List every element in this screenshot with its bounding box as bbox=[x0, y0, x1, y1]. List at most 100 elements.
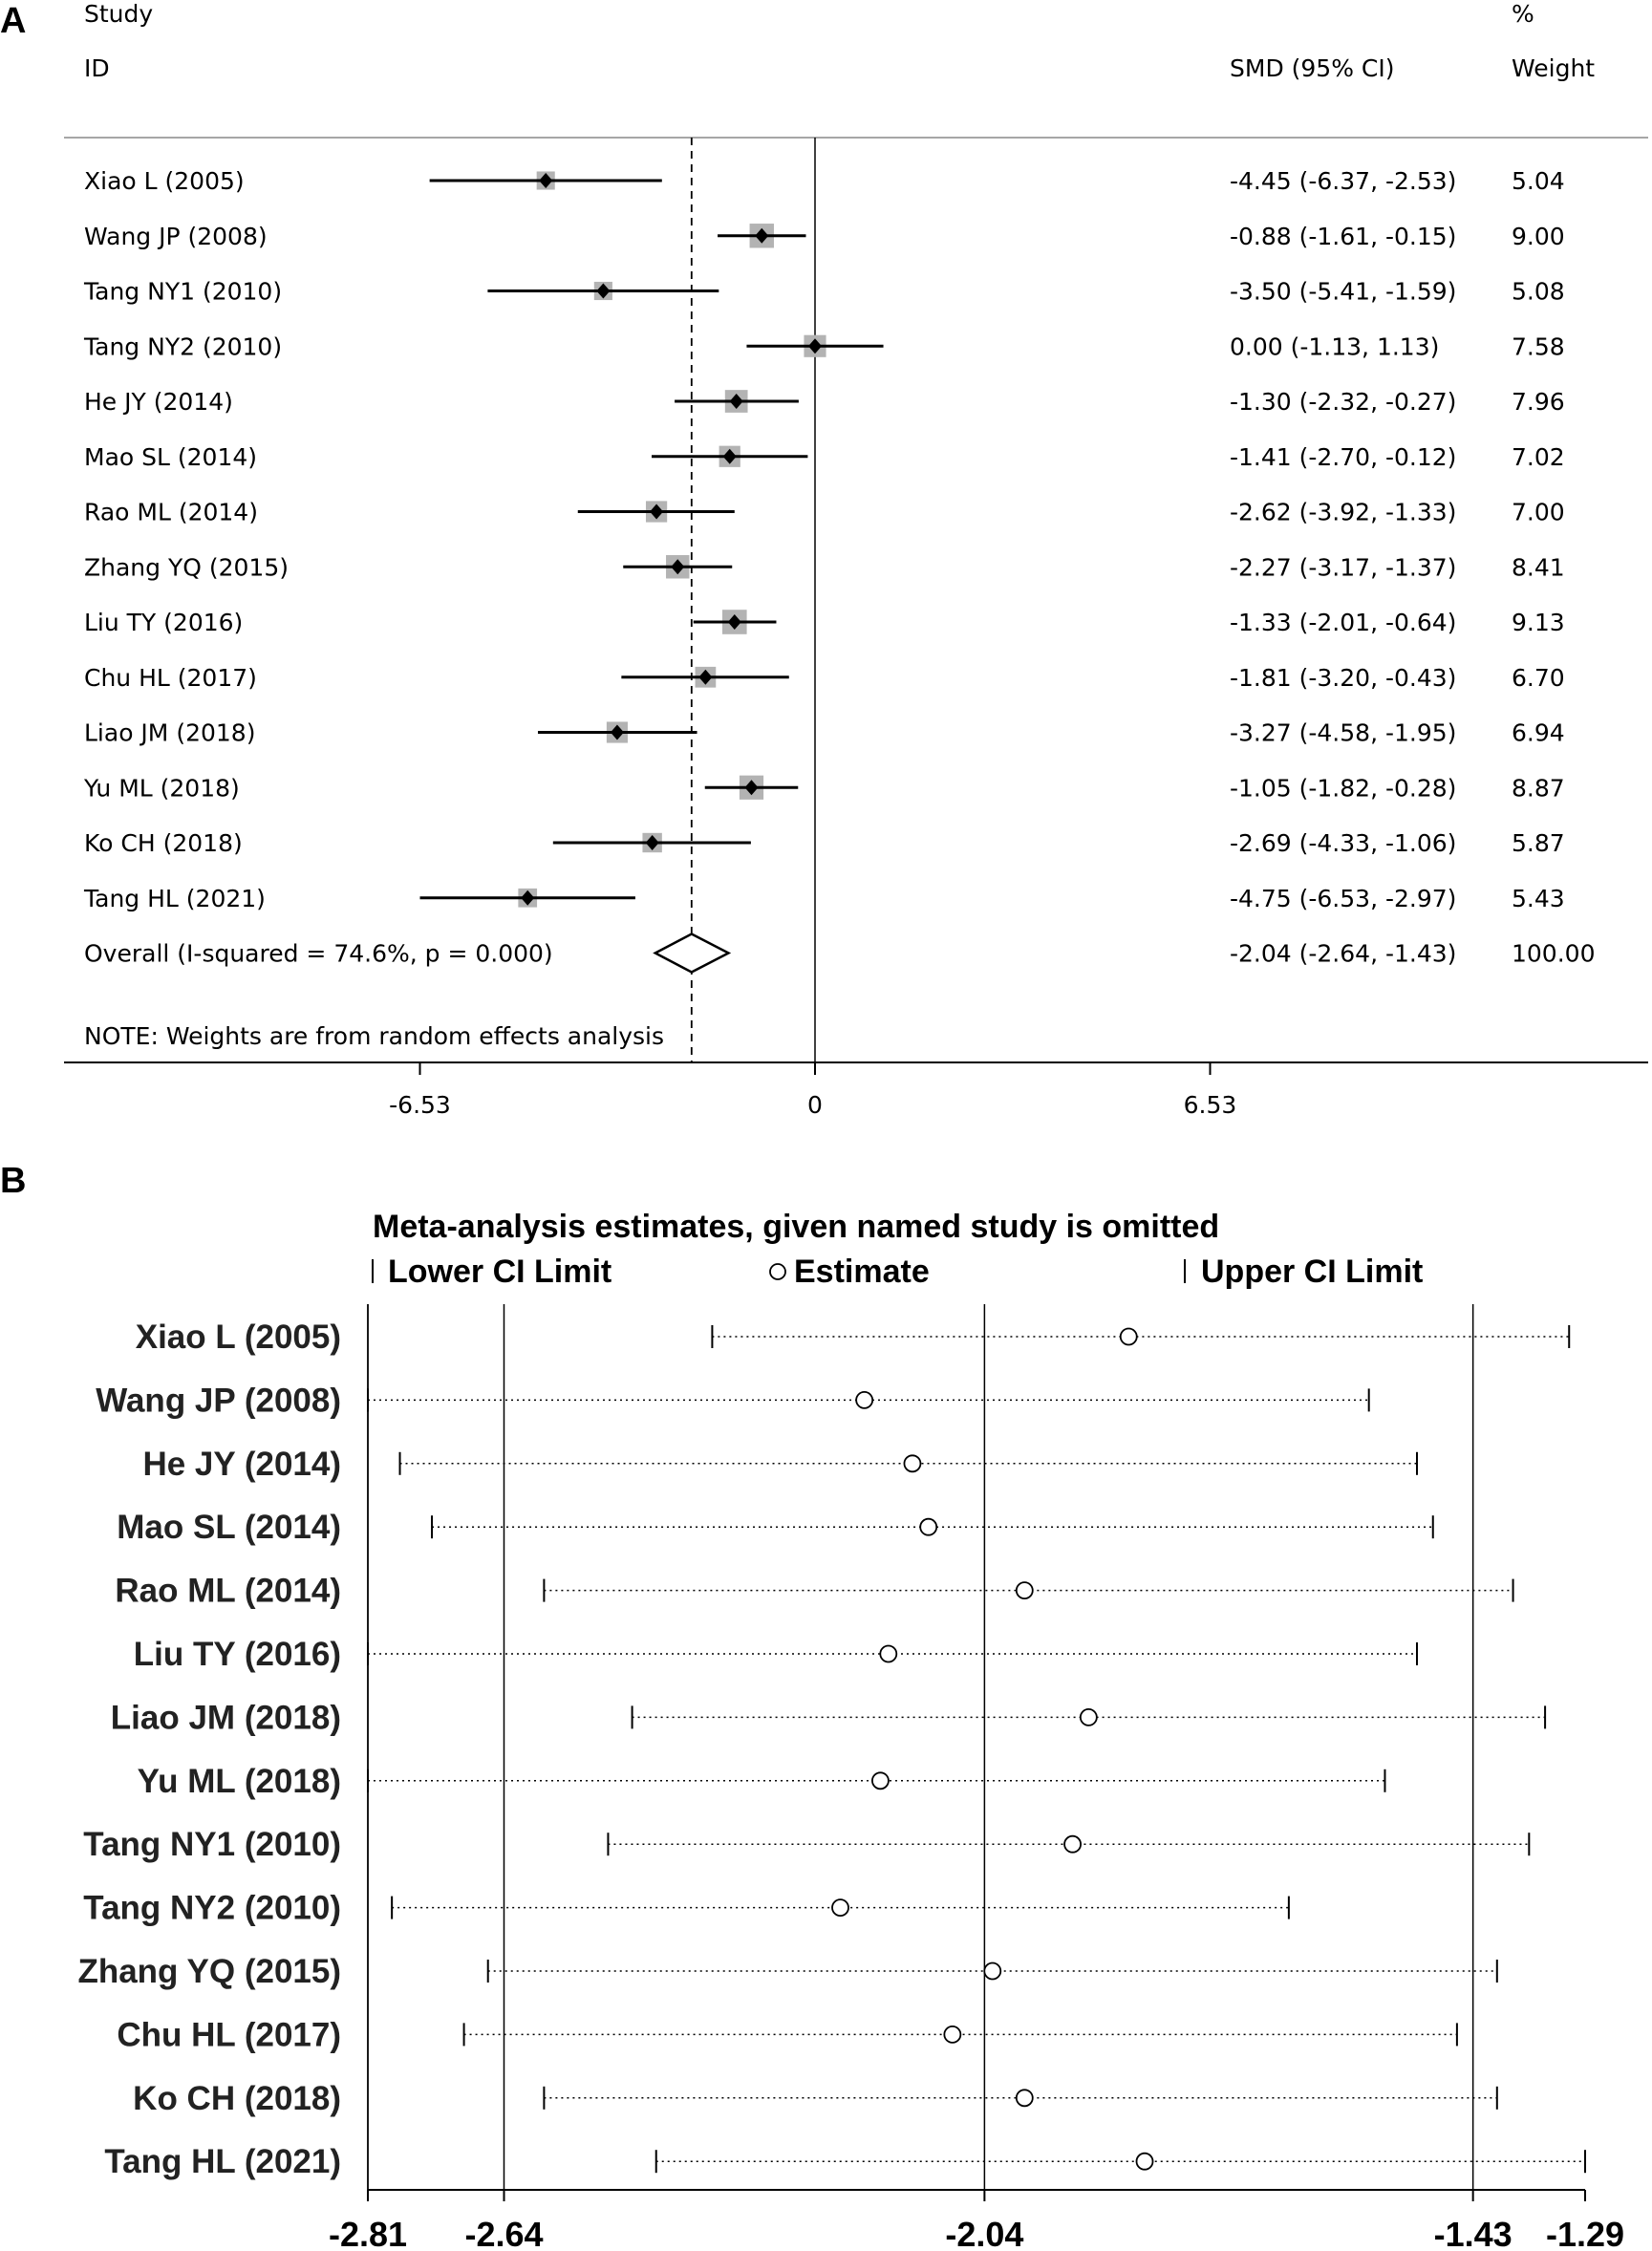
header-weight: Weight bbox=[1512, 54, 1595, 82]
x-tick-label: -2.04 bbox=[945, 2215, 1023, 2251]
study-label: Zhang YQ (2015) bbox=[77, 1953, 341, 1990]
smd-ci-value: -1.81 (-3.20, -0.43) bbox=[1230, 664, 1456, 692]
header-percent: % bbox=[1512, 0, 1534, 28]
legend-estimate-marker bbox=[769, 1263, 786, 1280]
smd-ci-value: -2.69 (-4.33, -1.06) bbox=[1230, 829, 1456, 857]
header-study: Study bbox=[84, 0, 153, 28]
influence-plot: Meta-analysis estimates, given named stu… bbox=[77, 1209, 1624, 2251]
smd-ci-value: 0.00 (-1.13, 1.13) bbox=[1230, 332, 1439, 360]
study-label: Mao SL (2014) bbox=[84, 443, 257, 471]
overall-weight: 100.00 bbox=[1512, 940, 1595, 968]
study-label: He JY (2014) bbox=[84, 388, 233, 416]
x-tick-label: 0 bbox=[807, 1091, 823, 1119]
study-label: Liu TY (2016) bbox=[84, 609, 243, 636]
weight-value: 7.02 bbox=[1512, 443, 1565, 471]
weight-value: 5.87 bbox=[1512, 829, 1565, 857]
study-label: Tang NY2 (2010) bbox=[83, 332, 282, 360]
smd-ci-value: -1.05 (-1.82, -0.28) bbox=[1230, 774, 1456, 802]
study-label: Ko CH (2018) bbox=[84, 829, 243, 857]
study-label: Tang NY1 (2010) bbox=[83, 278, 282, 306]
estimate-point bbox=[831, 1898, 849, 1917]
x-tick-label: 6.53 bbox=[1184, 1091, 1237, 1119]
point-estimate bbox=[722, 448, 737, 464]
study-label: Yu ML (2018) bbox=[83, 774, 240, 802]
weight-value: 6.94 bbox=[1512, 719, 1565, 747]
smd-ci-value: -1.33 (-2.01, -0.64) bbox=[1230, 609, 1456, 636]
smd-ci-value: -1.41 (-2.70, -0.12) bbox=[1230, 443, 1456, 471]
smd-ci-value: -3.50 (-5.41, -1.59) bbox=[1230, 278, 1456, 306]
legend-estimate-label: Estimate bbox=[794, 1254, 930, 1290]
smd-ci-value: -3.27 (-4.58, -1.95) bbox=[1230, 719, 1456, 747]
point-estimate bbox=[650, 504, 664, 520]
weight-value: 5.04 bbox=[1512, 167, 1565, 195]
smd-ci-value: -0.88 (-1.61, -0.15) bbox=[1230, 223, 1456, 250]
point-estimate bbox=[755, 227, 769, 244]
smd-ci-value: -2.62 (-3.92, -1.33) bbox=[1230, 499, 1456, 526]
point-estimate bbox=[610, 724, 624, 740]
estimate-point bbox=[943, 2025, 962, 2044]
study-label: Wang JP (2008) bbox=[96, 1382, 341, 1419]
study-label: Mao SL (2014) bbox=[117, 1509, 341, 1546]
x-tick-label: -1.43 bbox=[1434, 2215, 1513, 2251]
estimate-point bbox=[1015, 1581, 1034, 1599]
weight-value: 8.41 bbox=[1512, 553, 1565, 581]
estimate-point bbox=[1119, 1327, 1138, 1346]
panel-a-letter: A bbox=[0, 1, 26, 41]
study-label: Chu HL (2017) bbox=[84, 664, 257, 692]
study-label: Wang JP (2008) bbox=[84, 223, 268, 250]
estimate-point bbox=[1079, 1708, 1098, 1726]
study-label: Rao ML (2014) bbox=[84, 499, 258, 526]
estimate-point bbox=[1015, 2089, 1034, 2108]
smd-ci-value: -4.75 (-6.53, -2.97) bbox=[1230, 885, 1456, 912]
x-tick-label: -2.64 bbox=[464, 2215, 543, 2251]
weight-value: 5.08 bbox=[1512, 278, 1565, 306]
weight-value: 7.96 bbox=[1512, 388, 1565, 416]
study-label: Tang HL (2021) bbox=[83, 885, 266, 912]
overall-label: Overall (I-squared = 74.6%, p = 0.000) bbox=[84, 940, 553, 968]
point-estimate bbox=[744, 780, 759, 796]
estimate-point bbox=[855, 1391, 874, 1409]
point-estimate bbox=[729, 394, 743, 409]
study-label: Xiao L (2005) bbox=[136, 1318, 341, 1356]
legend-lower-label: Lower CI Limit bbox=[388, 1254, 611, 1290]
weight-value: 9.00 bbox=[1512, 223, 1565, 250]
point-estimate bbox=[645, 835, 659, 850]
smd-ci-value: -1.30 (-2.32, -0.27) bbox=[1230, 388, 1456, 416]
weight-value: 8.87 bbox=[1512, 774, 1565, 802]
smd-ci-value: -2.27 (-3.17, -1.37) bbox=[1230, 553, 1456, 581]
study-label: Liao JM (2018) bbox=[111, 1699, 341, 1736]
estimate-point bbox=[879, 1644, 898, 1663]
study-label: Ko CH (2018) bbox=[133, 2080, 341, 2117]
weight-value: 6.70 bbox=[1512, 664, 1565, 692]
study-label: Tang HL (2021) bbox=[104, 2143, 341, 2180]
point-estimate bbox=[671, 559, 685, 575]
study-label: He JY (2014) bbox=[142, 1446, 341, 1483]
study-label: Yu ML (2018) bbox=[138, 1763, 341, 1800]
overall-diamond bbox=[653, 933, 732, 974]
estimate-point bbox=[919, 1517, 938, 1536]
panel-b-letter: B bbox=[0, 1161, 26, 1201]
point-estimate bbox=[698, 669, 713, 685]
forest-plot: Study ID SMD (95% CI) % Weight NOTE: Wei… bbox=[64, 0, 1648, 1119]
weight-value: 7.58 bbox=[1512, 332, 1565, 360]
estimate-point bbox=[1135, 2152, 1154, 2171]
x-tick-label: -2.81 bbox=[329, 2215, 407, 2251]
weight-value: 9.13 bbox=[1512, 609, 1565, 636]
smd-ci-value: -4.45 (-6.37, -2.53) bbox=[1230, 167, 1456, 195]
header-smd: SMD (95% CI) bbox=[1230, 54, 1395, 82]
header-id: ID bbox=[84, 54, 110, 82]
study-label: Tang NY1 (2010) bbox=[83, 1826, 341, 1863]
weight-value: 5.43 bbox=[1512, 885, 1565, 912]
footnote: NOTE: Weights are from random effects an… bbox=[84, 1022, 664, 1050]
point-estimate bbox=[596, 283, 611, 299]
point-estimate bbox=[539, 173, 553, 188]
study-label: Xiao L (2005) bbox=[84, 167, 245, 195]
legend-upper-label: Upper CI Limit bbox=[1201, 1254, 1423, 1290]
point-estimate bbox=[808, 338, 822, 354]
study-label: Rao ML (2014) bbox=[115, 1573, 341, 1610]
estimate-point bbox=[903, 1454, 922, 1473]
x-tick-label: -6.53 bbox=[389, 1091, 451, 1119]
estimate-point bbox=[1063, 1834, 1082, 1854]
plot-title: Meta-analysis estimates, given named stu… bbox=[373, 1209, 1219, 1245]
